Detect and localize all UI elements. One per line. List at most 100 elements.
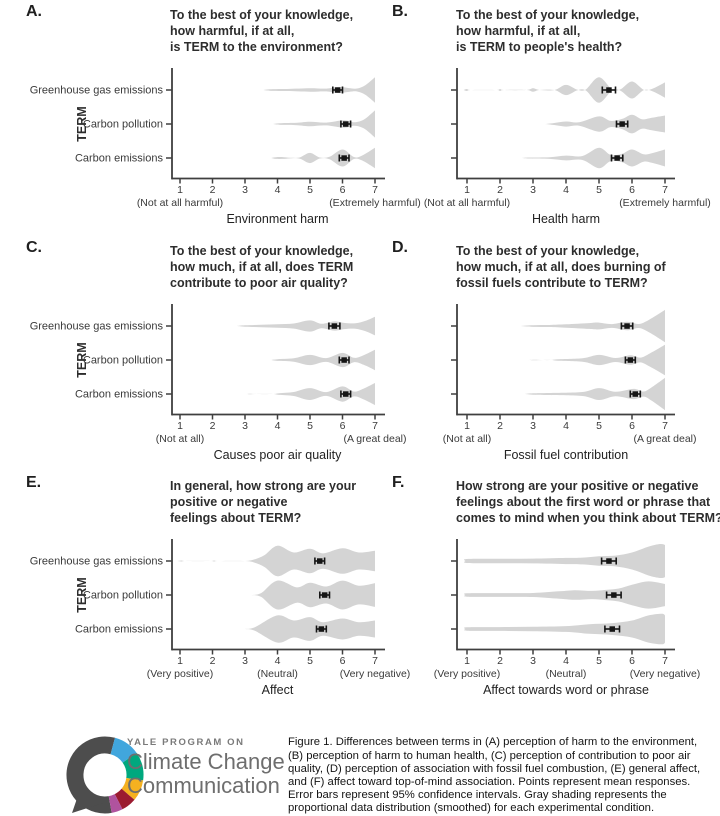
y-axis-label: TERM [75,577,89,612]
logo-segment-red [114,788,135,810]
panel-e-letter: E. [26,474,42,491]
axis-labels: (Very positive) (Neutral) (Very negative) A… [434,668,701,697]
figure-caption: Figure 1. Differences between terms in (… [288,736,701,815]
svg-text:(Very positive): (Very positive) [434,668,501,680]
panel-a: A. To the best of your knowledge, how ha… [0,0,421,235]
panel-f-violin-plot: 1 2 3 4 5 6 7 (Very positive) (Neutral) (Very neg… [434,539,701,697]
svg-text:Carbon pollution: Carbon pollution [83,590,163,602]
mean-ci-0 [331,86,344,94]
svg-text:Greenhouse gas emissions: Greenhouse gas emissions [30,556,164,568]
svg-text:6: 6 [629,420,635,432]
svg-text:2: 2 [210,184,216,196]
mean-ci-1 [624,356,637,364]
y-axis-label: TERM [75,342,89,377]
svg-text:Affect: Affect [262,683,294,697]
svg-text:4: 4 [563,655,569,667]
svg-text:Carbon emissions: Carbon emissions [75,153,164,165]
mean-points [600,557,622,633]
svg-text:Carbon pollution: Carbon pollution [83,355,163,367]
svg-text:7: 7 [372,655,378,667]
violin-distributions [236,316,375,406]
svg-text:Affect towards word or phrase: Affect towards word or phrase [483,683,649,697]
violin-1 [528,344,665,376]
svg-text:4: 4 [563,420,569,432]
svg-text:1: 1 [177,420,183,432]
svg-text:(Extremely harmful): (Extremely harmful) [619,197,711,209]
panel-f-title: How strong are your positive or negative… [456,479,720,525]
svg-text:5: 5 [307,184,313,196]
panel-a-letter: A. [26,3,42,20]
svg-text:(Not at all harmful): (Not at all harmful) [137,197,223,209]
svg-text:1: 1 [177,184,183,196]
violin-2 [245,615,375,643]
svg-text:5: 5 [596,655,602,667]
axes: 1 2 3 4 5 6 7 [451,68,675,196]
mean-ci-2 [315,625,328,633]
svg-text:7: 7 [662,420,668,432]
panel-e-title: In general, how strong are your positive… [170,479,357,525]
svg-text:Greenhouse gas emissions: Greenhouse gas emissions [30,85,164,97]
svg-text:4: 4 [563,184,569,196]
yale-ccc-logo [66,736,144,814]
panel-f-letter: F. [392,474,405,491]
axes: 1 2 3 4 5 6 7 [166,304,385,432]
axes: 1 2 3 4 5 6 7 [451,304,675,432]
mean-points [620,322,642,398]
violin-distributions [463,77,665,169]
violin-distributions [463,543,665,645]
svg-text:7: 7 [372,420,378,432]
violin-2 [271,147,375,169]
svg-text:5: 5 [596,184,602,196]
panel-c: C. To the best of your knowledge, how mu… [0,236,407,471]
violin-0 [262,77,375,103]
violin-1 [463,581,665,609]
category-labels: Greenhouse gas emissions Carbon pollution… [30,556,164,636]
violin-0 [177,545,375,577]
panel-f: F. How strong are your positive or negat… [360,471,720,706]
panel-d-title: To the best of your knowledge, how much,… [456,244,666,290]
svg-text:Carbon emissions: Carbon emissions [75,389,164,401]
axis-labels: (Not at all harmful) (Extremely harmful) H… [424,197,711,226]
svg-text:1: 1 [464,184,470,196]
svg-text:1: 1 [464,420,470,432]
svg-text:2: 2 [497,655,503,667]
logo-speech-tail [72,784,103,813]
panel-b-letter: B. [392,3,408,20]
mean-points [331,86,352,162]
violin-distributions [519,309,665,411]
violin-1 [251,580,375,610]
panel-c-title: To the best of your knowledge, how much,… [170,244,354,290]
panel-b-violin-plot: 1 2 3 4 5 6 7 (Not at all harmful) (Extremely ha… [424,68,711,226]
violin-2 [521,147,665,169]
panel-e: E. In general, how strong are your posit… [0,471,410,706]
mean-ci-2 [340,390,352,398]
mean-points [314,557,331,633]
axis-labels: (Not at all) (A great deal) Fossil fuel co… [443,433,697,462]
svg-text:7: 7 [662,655,668,667]
mean-ci-0 [328,322,341,330]
panel-d: D. To the best of your knowledge, how mu… [360,236,720,471]
mean-ci-2 [338,154,350,162]
svg-text:Fossil fuel contribution: Fossil fuel contribution [504,448,628,462]
svg-text:Environment harm: Environment harm [226,212,328,226]
panel-b-title: To the best of your knowledge, how harmf… [456,8,640,54]
svg-text:Carbon pollution: Carbon pollution [83,119,163,131]
svg-text:2: 2 [210,420,216,432]
svg-text:Greenhouse gas emissions: Greenhouse gas emissions [30,321,164,333]
axes: 1 2 3 4 5 6 7 [166,68,385,196]
svg-text:(Very negative): (Very negative) [340,668,411,680]
svg-text:Causes poor air quality: Causes poor air quality [214,448,343,462]
mean-ci-2 [629,390,642,398]
svg-text:3: 3 [530,420,536,432]
svg-text:6: 6 [629,184,635,196]
svg-text:Health harm: Health harm [532,212,600,226]
svg-text:(Not at all harmful): (Not at all harmful) [424,197,510,209]
svg-text:6: 6 [340,655,346,667]
svg-text:(Very positive): (Very positive) [147,668,214,680]
org-name-line2: Climate Change [127,749,285,774]
svg-text:(Not at all): (Not at all) [443,433,491,445]
panel-a-title: To the best of your knowledge, how harmf… [170,8,354,54]
mean-points [328,322,352,398]
svg-text:4: 4 [275,184,281,196]
svg-text:4: 4 [275,655,281,667]
